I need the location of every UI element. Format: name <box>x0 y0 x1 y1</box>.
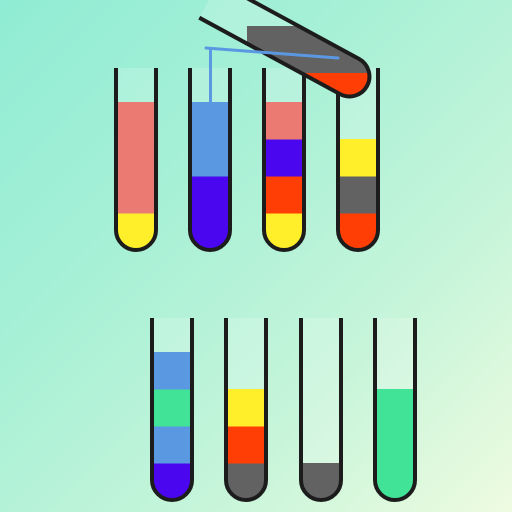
tube-5[interactable] <box>150 318 194 503</box>
liquid-layer-yellow <box>338 139 378 177</box>
tube-outline <box>150 318 194 502</box>
tube-outline <box>114 68 158 252</box>
tube-3[interactable] <box>262 68 306 253</box>
liquid-layer-gray <box>301 463 341 500</box>
tube-outline <box>224 318 268 502</box>
liquid-layer-gray <box>226 463 266 500</box>
liquid-layer-yellow <box>226 389 266 427</box>
liquid-layer-indigo <box>264 139 304 177</box>
tube-outline <box>299 318 343 502</box>
liquid-layer-yellow <box>116 213 156 250</box>
liquid-layer-gray <box>338 176 378 214</box>
tube-outline <box>198 0 372 99</box>
tube-1[interactable] <box>114 68 158 253</box>
tube-4[interactable] <box>336 68 380 253</box>
liquid-layer-indigo <box>190 176 230 214</box>
liquid-layer-salmon <box>116 176 156 214</box>
pour-film <box>204 46 340 60</box>
tube-outline <box>262 68 306 252</box>
liquid-layer-salmon <box>116 102 156 140</box>
tube-outline <box>336 68 380 252</box>
liquid-layer-green <box>375 426 415 464</box>
tube-rack <box>114 68 417 503</box>
tube-2[interactable] <box>188 68 232 253</box>
tube-7[interactable] <box>299 318 343 503</box>
liquid-layer-green <box>375 389 415 427</box>
liquid-layer-light-blue <box>152 426 192 464</box>
liquid-layer-yellow <box>264 213 304 250</box>
tube-glass <box>301 318 341 500</box>
liquid-layer-red <box>226 426 266 464</box>
liquid-layer-light-blue <box>190 139 230 177</box>
liquid-layer-green <box>152 389 192 427</box>
tube-outline <box>188 68 232 252</box>
tube-6[interactable] <box>224 318 268 503</box>
tube-outline <box>373 318 417 502</box>
liquid-layer-salmon <box>264 102 304 140</box>
liquid-layer-red <box>338 213 378 250</box>
liquid-layer-indigo <box>152 463 192 500</box>
pour-stream <box>209 48 212 110</box>
liquid-layer-salmon <box>116 139 156 177</box>
liquid-layer-light-blue <box>152 352 192 390</box>
liquid-layer-indigo <box>190 213 230 250</box>
liquid-layer-red <box>264 176 304 214</box>
liquid-layer-green <box>375 463 415 500</box>
tube-8[interactable] <box>373 318 417 503</box>
